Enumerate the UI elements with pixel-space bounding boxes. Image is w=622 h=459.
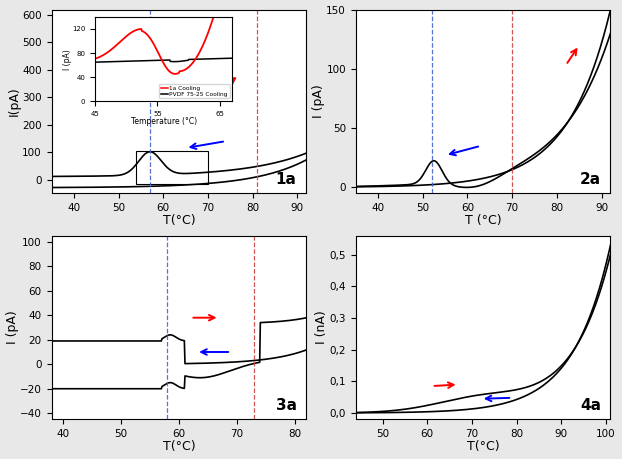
Text: 4a: 4a bbox=[580, 398, 601, 413]
Y-axis label: I(pA): I(pA) bbox=[8, 86, 21, 116]
Text: 1a: 1a bbox=[276, 172, 297, 187]
X-axis label: T (°C): T (°C) bbox=[465, 214, 501, 227]
Bar bbox=[136, 151, 208, 184]
Text: 2a: 2a bbox=[580, 172, 601, 187]
Y-axis label: I (pA): I (pA) bbox=[6, 311, 19, 344]
Text: 3a: 3a bbox=[276, 398, 297, 413]
X-axis label: T(°C): T(°C) bbox=[162, 441, 195, 453]
X-axis label: T(°C): T(°C) bbox=[162, 214, 195, 227]
Y-axis label: I (nA): I (nA) bbox=[315, 311, 328, 344]
Y-axis label: I (pA): I (pA) bbox=[312, 84, 325, 118]
X-axis label: T(°C): T(°C) bbox=[466, 441, 499, 453]
